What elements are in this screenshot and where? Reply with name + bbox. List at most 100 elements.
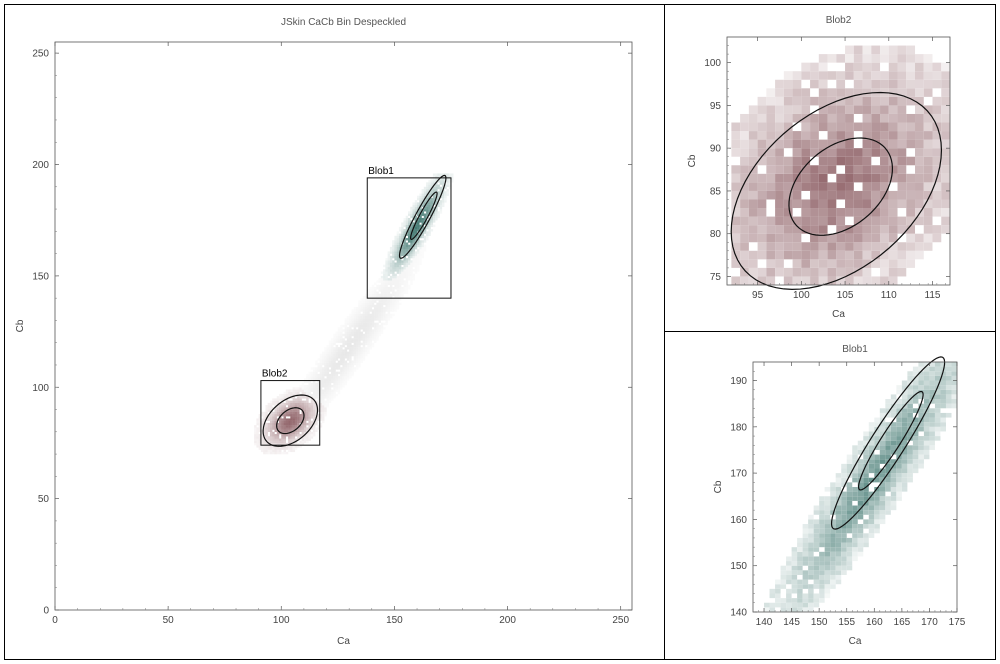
heatmap-cell [340, 336, 343, 339]
heatmap-cell [303, 409, 307, 412]
heatmap-cell [333, 369, 336, 372]
heatmap-cell [439, 182, 443, 185]
heatmap-cell [317, 382, 320, 386]
heatmap-cell [276, 431, 280, 435]
heatmap-cell [775, 105, 784, 114]
heatmap-cell [897, 190, 907, 200]
heatmap-cell [432, 197, 436, 201]
heatmap-cell [918, 371, 924, 376]
heatmap-cell [819, 579, 825, 585]
heatmap-cell [389, 302, 393, 306]
heatmap-cell [317, 378, 320, 381]
heatmap-cell [301, 407, 305, 410]
heatmap-cell [417, 255, 420, 259]
heatmap-cell [407, 262, 411, 265]
heatmap-cell [260, 411, 264, 415]
heatmap-cell [256, 420, 259, 424]
heatmap-cell [929, 440, 935, 446]
heatmap-cell [766, 113, 776, 123]
heatmap-cell [880, 54, 889, 63]
heatmap-cell [813, 598, 820, 603]
heatmap-cell [288, 391, 291, 395]
heatmap-cell [312, 418, 316, 421]
heatmap-cell [376, 333, 379, 337]
heatmap-cell [276, 427, 280, 430]
heatmap-cell [281, 411, 284, 415]
heatmap-cell [775, 182, 784, 191]
heatmap-cell [896, 422, 902, 427]
heatmap-cell [401, 280, 404, 283]
heatmap-cell [351, 329, 354, 332]
heatmap-cell [417, 211, 420, 214]
heatmap-cell [412, 255, 415, 259]
heatmap-cell [435, 209, 438, 212]
heatmap-cell [428, 229, 431, 232]
heatmap-cell [783, 190, 793, 200]
heatmap-cell [405, 275, 409, 279]
heatmap-cell [897, 45, 907, 55]
heatmap-cell [906, 190, 916, 200]
heatmap-cell [827, 190, 837, 200]
heatmap-cell [254, 429, 257, 433]
heatmap-cell [328, 364, 332, 368]
heatmap-cell [367, 300, 370, 303]
heatmap-cell [351, 320, 354, 323]
heatmap-cell [414, 242, 418, 245]
heatmap-cell [301, 442, 305, 446]
heatmap-cell [740, 122, 749, 132]
heatmap-cell [880, 173, 889, 183]
heatmap-cell [783, 182, 793, 191]
heatmap-cell [907, 375, 913, 381]
heatmap-cell [437, 213, 440, 216]
heatmap-cell [857, 459, 864, 464]
heatmap-cell [403, 253, 406, 257]
heatmap-cell [322, 413, 325, 417]
heatmap-cell [827, 54, 837, 63]
heatmap-cell [923, 366, 930, 372]
heatmap-cell [818, 156, 828, 166]
heatmap-cell [426, 213, 429, 216]
heatmap-cell [360, 322, 363, 326]
heatmap-cell [757, 267, 767, 277]
heatmap-cell [337, 382, 341, 386]
heatmap-cell [929, 422, 935, 427]
heatmap-cell [322, 396, 325, 399]
heatmap-cell [403, 280, 406, 283]
heatmap-cell [448, 184, 452, 187]
heatmap-cell [392, 266, 395, 270]
heatmap-cell [380, 293, 384, 297]
heatmap-cell [915, 71, 924, 80]
heatmap-cell [871, 190, 881, 200]
heatmap-cell [801, 242, 811, 251]
heatmap-cell [857, 463, 864, 469]
heatmap-cell [312, 427, 316, 430]
heatmap-cell [412, 215, 415, 219]
heatmap-cell [290, 438, 293, 441]
heatmap-cell [890, 505, 897, 511]
heatmap-cell [852, 524, 858, 529]
plot-frame [752, 361, 958, 613]
heatmap-cell [303, 420, 307, 424]
heatmap-cell [852, 542, 858, 548]
heatmap-cell [385, 278, 388, 281]
heatmap-cell [897, 131, 907, 140]
heatmap-cell [890, 408, 897, 413]
heatmap-cell [401, 238, 404, 241]
heatmap-cell [308, 380, 311, 383]
heatmap-cell [932, 208, 942, 217]
heatmap-cell [283, 396, 286, 399]
heatmap-cell [419, 242, 422, 245]
heatmap-cell [292, 400, 296, 404]
heatmap-cell [380, 324, 384, 328]
heatmap-cell [780, 579, 787, 585]
heatmap-cell [915, 208, 924, 217]
heatmap-cell [868, 510, 875, 515]
heatmap-cell [797, 556, 803, 562]
heatmap-cell [417, 195, 420, 199]
heatmap-cell [364, 340, 368, 343]
heatmap-cell [260, 431, 264, 435]
heatmap-cell [319, 405, 323, 408]
heatmap-cell [317, 400, 320, 404]
heatmap-cell [818, 165, 828, 174]
heatmap-cell [362, 336, 366, 339]
